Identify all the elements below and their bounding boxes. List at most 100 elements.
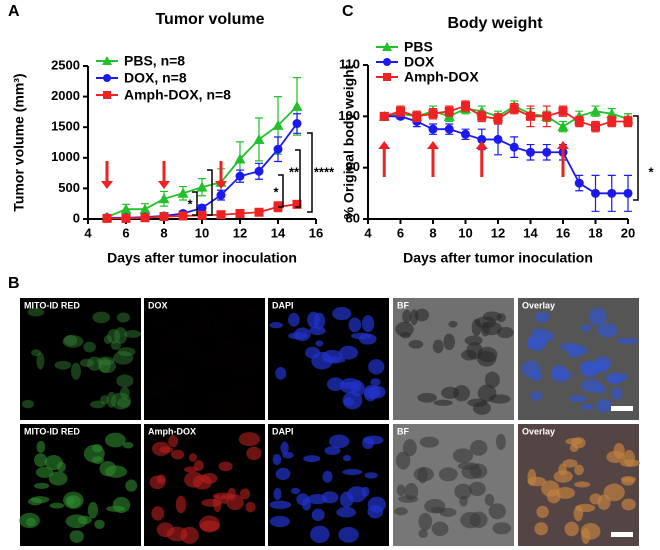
x-tick-label: 12 xyxy=(491,225,505,240)
cell xyxy=(199,515,220,533)
cell xyxy=(199,317,211,331)
cell xyxy=(273,487,282,501)
legend-label: DOX, n=8 xyxy=(124,70,187,86)
cell xyxy=(69,530,84,543)
cell xyxy=(572,345,588,355)
marker xyxy=(139,203,151,214)
cell xyxy=(156,522,175,538)
cell xyxy=(303,455,321,463)
cell xyxy=(396,484,406,497)
marker xyxy=(493,134,503,144)
image-label: MITO-ID RED xyxy=(24,300,80,310)
cell xyxy=(199,306,210,324)
image-label: BF xyxy=(397,426,409,436)
cell xyxy=(19,512,40,529)
y-axis-label: % Original body weight xyxy=(341,64,357,219)
cell xyxy=(48,471,68,486)
cell xyxy=(495,433,506,451)
cell xyxy=(530,391,543,401)
cell xyxy=(404,483,419,501)
cell xyxy=(448,320,458,328)
cell xyxy=(238,346,251,358)
x-tick-label: 10 xyxy=(458,225,472,240)
cell xyxy=(117,347,136,357)
x-tick-label: 6 xyxy=(397,225,404,240)
cell xyxy=(468,481,486,497)
cell xyxy=(574,464,584,476)
marker xyxy=(253,133,265,144)
x-axis-label: Days after tumor inoculation xyxy=(403,250,593,266)
marker xyxy=(158,193,170,204)
cell xyxy=(616,337,639,345)
cell xyxy=(580,324,592,332)
marker xyxy=(120,203,132,214)
y-tick-label: 2000 xyxy=(51,88,80,103)
marker xyxy=(574,178,584,188)
cell xyxy=(231,400,242,418)
x-tick-label: 18 xyxy=(588,225,602,240)
cell xyxy=(112,496,131,513)
cell xyxy=(189,349,199,359)
cell xyxy=(342,454,352,462)
cell xyxy=(621,498,636,511)
cell xyxy=(27,307,45,317)
cell xyxy=(332,307,352,321)
marker xyxy=(197,203,207,213)
y-axis-label: Tumor volume (mm³) xyxy=(11,73,27,211)
cell xyxy=(245,501,256,513)
significance-bracket xyxy=(633,115,639,201)
cell xyxy=(322,349,343,363)
cell xyxy=(114,327,128,344)
significance-label: **** xyxy=(314,164,335,179)
marker xyxy=(216,190,226,200)
marker xyxy=(272,119,284,130)
cell xyxy=(161,334,184,353)
arrow-head xyxy=(378,141,391,149)
cell xyxy=(184,471,204,488)
cell xyxy=(33,482,50,489)
marker xyxy=(273,144,283,154)
cell xyxy=(66,496,75,506)
cell xyxy=(213,494,222,513)
legend-label: PBS xyxy=(404,39,433,55)
panel-letter: A xyxy=(8,3,20,20)
marker xyxy=(159,212,169,222)
cell xyxy=(471,318,482,337)
cell xyxy=(287,312,300,327)
cell xyxy=(90,400,106,409)
cell xyxy=(560,342,574,351)
cell xyxy=(272,453,282,466)
cell xyxy=(472,401,491,415)
scale-bar xyxy=(611,532,633,537)
cell xyxy=(338,345,359,360)
cell xyxy=(223,398,233,406)
cell xyxy=(224,308,237,321)
arrow-head xyxy=(557,141,569,149)
cell xyxy=(105,432,126,448)
significance-label: * xyxy=(273,184,279,199)
x-tick-label: 14 xyxy=(271,225,286,240)
cell xyxy=(527,476,547,487)
marker xyxy=(396,106,405,116)
arrow-head xyxy=(427,141,439,149)
cell xyxy=(168,435,179,448)
cell xyxy=(310,525,330,544)
cell xyxy=(368,359,385,375)
cell xyxy=(269,322,283,329)
cell xyxy=(394,507,408,516)
cell xyxy=(34,453,48,468)
arrow-head xyxy=(475,141,488,149)
cell xyxy=(341,381,358,389)
series-line xyxy=(106,105,298,218)
marker xyxy=(383,73,391,81)
cell xyxy=(184,466,198,473)
cell xyxy=(290,487,301,495)
marker xyxy=(607,116,617,126)
cell xyxy=(174,327,186,341)
cell xyxy=(125,479,138,492)
cell xyxy=(226,494,244,511)
legend-label: DOX xyxy=(404,54,435,70)
x-axis-label: Days after tumor inoculation xyxy=(107,250,297,266)
x-tick-label: 8 xyxy=(429,225,436,240)
